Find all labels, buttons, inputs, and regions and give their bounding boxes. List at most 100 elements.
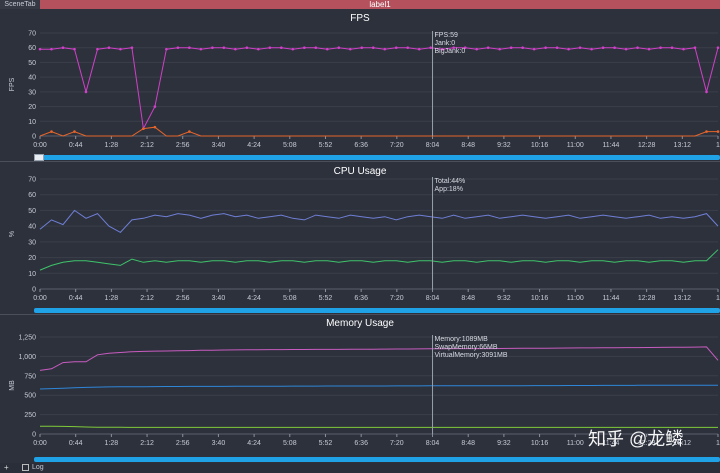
fps-y-tick-label: 60: [28, 45, 36, 52]
fps-fps-point: [601, 46, 605, 50]
cpu-x-tick-label: 6:36: [354, 295, 368, 302]
tab-scene[interactable]: SceneTab: [0, 0, 40, 9]
top-tab-bar: SceneTab label1: [0, 0, 720, 9]
log-checkbox[interactable]: [22, 464, 29, 471]
memory-x-tick-label: 5:52: [319, 440, 333, 447]
memory-x-tick-label: 13:12: [674, 440, 692, 447]
fps-fps-point: [452, 46, 455, 50]
memory-timeline-scrollbar[interactable]: [34, 457, 720, 462]
fps-y-tick-label: 10: [28, 119, 36, 126]
fps-series-fps-line: [40, 47, 719, 131]
fps-fps-point: [107, 46, 111, 50]
cpu-y-axis-label: %: [9, 231, 16, 237]
cpu-y-tick-label: 60: [28, 192, 36, 199]
fps-fps-point: [475, 47, 478, 51]
fps-fps-point: [624, 47, 628, 51]
memory-series-swapmemory-line: [39, 384, 718, 390]
fps-fps-point: [521, 46, 524, 50]
fps-fps-point: [567, 47, 570, 51]
fps-fps-point: [394, 46, 398, 50]
fps-y-tick-label: 20: [28, 104, 36, 111]
memory-x-tick-label: 10:16: [531, 440, 549, 447]
memory-x-tick-label: 2:12: [140, 440, 154, 447]
fps-panel: FPS 0 10 20 30 40 50 60 70 0:00 0:44 1:28 2:12 2:56 3…: [0, 9, 720, 161]
fps-fps-point: [647, 47, 651, 51]
fps-fps-point: [682, 47, 685, 51]
fps-x-tick-label: 0:44: [69, 142, 83, 149]
cpu-x-tick-label: 0:00: [33, 295, 47, 302]
fps-x-tick-label: 1:28: [105, 142, 119, 149]
fps-fps-point: [613, 46, 616, 50]
memory-panel: Memory Usage 0 250 500 750 1,000 1,250 0:00 0:4…: [0, 315, 720, 463]
fps-timeline-scrollbar[interactable]: [34, 155, 720, 160]
fps-fps-point: [716, 46, 720, 50]
fps-y-axis-label: FPS: [9, 77, 16, 91]
fps-jank-point: [188, 130, 191, 133]
cpu-x-tick-label: 11:44: [602, 295, 619, 302]
memory-series-memory-line: [39, 346, 719, 371]
bottom-toolbar: + Log: [0, 463, 720, 473]
fps-cursor-readout: BigJank:0: [435, 48, 466, 55]
fps-fps-point: [119, 47, 122, 51]
fps-scroll-handle[interactable]: [34, 154, 44, 161]
fps-fps-point: [555, 46, 559, 50]
memory-x-tick-label: 7:20: [390, 440, 404, 447]
memory-cursor-readout: Memory:1089MB: [435, 336, 489, 343]
fps-x-tick-label: 11:00: [567, 142, 584, 149]
cpu-x-tick-label: 1: [716, 295, 720, 302]
fps-fps-point: [509, 46, 513, 50]
fps-fps-point: [463, 46, 467, 50]
cpu-timeline-scrollbar[interactable]: [34, 308, 720, 313]
fps-y-tick-label: 0: [32, 134, 36, 141]
cpu-x-tick-label: 13:12: [674, 295, 692, 302]
fps-jank-point: [716, 130, 720, 133]
fps-fps-point: [61, 46, 65, 50]
cpu-x-tick-label: 5:08: [283, 295, 297, 302]
cpu-y-tick-label: 40: [28, 224, 36, 231]
fps-x-tick-label: 5:52: [319, 142, 333, 149]
memory-x-tick-label: 8:48: [461, 440, 475, 447]
cpu-x-tick-label: 4:24: [247, 295, 261, 302]
cpu-x-tick-label: 0:44: [69, 295, 83, 302]
fps-cursor-readout: Jank:0: [435, 40, 456, 47]
fps-fps-point: [280, 46, 283, 50]
memory-y-axis-label: MB: [9, 380, 16, 391]
memory-x-tick-label: 9:32: [497, 440, 511, 447]
fps-fps-point: [211, 46, 214, 50]
log-label: Log: [32, 464, 44, 471]
fps-x-tick-label: 5:08: [283, 142, 297, 149]
cpu-series-total-line: [39, 209, 719, 234]
fps-jank-point: [142, 127, 145, 130]
fps-fps-point: [222, 46, 226, 50]
cpu-x-tick-label: 11:00: [567, 295, 584, 302]
fps-fps-point: [314, 46, 318, 50]
memory-x-tick-label: 2:56: [176, 440, 190, 447]
fps-jank-point: [50, 130, 53, 133]
cpu-y-tick-label: 20: [28, 255, 36, 262]
cpu-x-tick-label: 2:56: [176, 295, 190, 302]
fps-fps-point: [165, 47, 168, 51]
memory-y-tick-label: 1,000: [18, 354, 36, 361]
add-button[interactable]: +: [4, 463, 9, 472]
fps-fps-point: [130, 46, 134, 50]
fps-x-tick-label: 1: [716, 142, 720, 149]
fps-fps-point: [257, 47, 260, 51]
cpu-x-tick-label: 5:52: [319, 295, 333, 302]
cpu-x-tick-label: 2:12: [140, 295, 154, 302]
fps-fps-point: [38, 47, 42, 51]
fps-x-tick-label: 11:44: [602, 142, 619, 149]
cpu-chart-title: CPU Usage: [333, 166, 387, 177]
memory-x-tick-label: 8:04: [426, 440, 440, 447]
tab-label1[interactable]: label1: [40, 0, 720, 9]
fps-x-tick-label: 6:36: [354, 142, 368, 149]
memory-chart: 0 250 500 750 1,000 1,250 0:00 0:44 1:28 2:12 2:56…: [9, 335, 720, 448]
fps-fps-point: [406, 46, 410, 50]
memory-y-tick-label: 750: [24, 373, 36, 380]
cpu-series-app-line: [39, 249, 719, 271]
memory-x-tick-label: 1: [716, 440, 720, 447]
fps-fps-point: [199, 47, 203, 51]
cpu-y-tick-label: 70: [28, 177, 36, 184]
fps-fps-point: [429, 46, 433, 50]
divider: [0, 161, 720, 162]
memory-x-tick-label: 0:44: [69, 440, 83, 447]
